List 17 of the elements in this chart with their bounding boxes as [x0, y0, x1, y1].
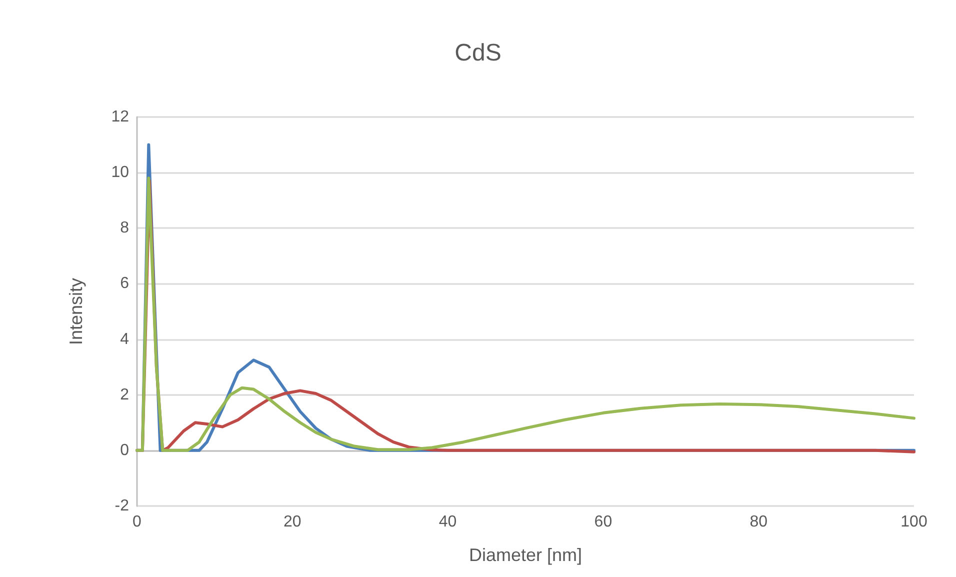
- y-tick-label: 12: [111, 108, 130, 126]
- x-tick-label: 60: [594, 514, 612, 530]
- y-tick-label: 4: [120, 330, 130, 348]
- y-tick-label: 0: [120, 442, 130, 459]
- x-tick-label: 40: [438, 514, 457, 530]
- x-axis-title: Diameter [nm]: [468, 545, 582, 565]
- y-tick-label: 8: [120, 220, 130, 237]
- chart-title: CdS: [454, 40, 502, 66]
- x-tick-label: 100: [900, 514, 928, 530]
- y-axis-title: Intensity: [66, 278, 86, 346]
- y-tick-label: 2: [120, 386, 130, 404]
- y-tick-label: 10: [111, 164, 130, 182]
- x-tick-label: 0: [132, 514, 142, 530]
- x-tick-label: 80: [750, 514, 768, 530]
- y-tick-label: -2: [114, 498, 130, 514]
- x-tick-label: 20: [284, 514, 302, 530]
- y-tick-label: 6: [120, 275, 130, 292]
